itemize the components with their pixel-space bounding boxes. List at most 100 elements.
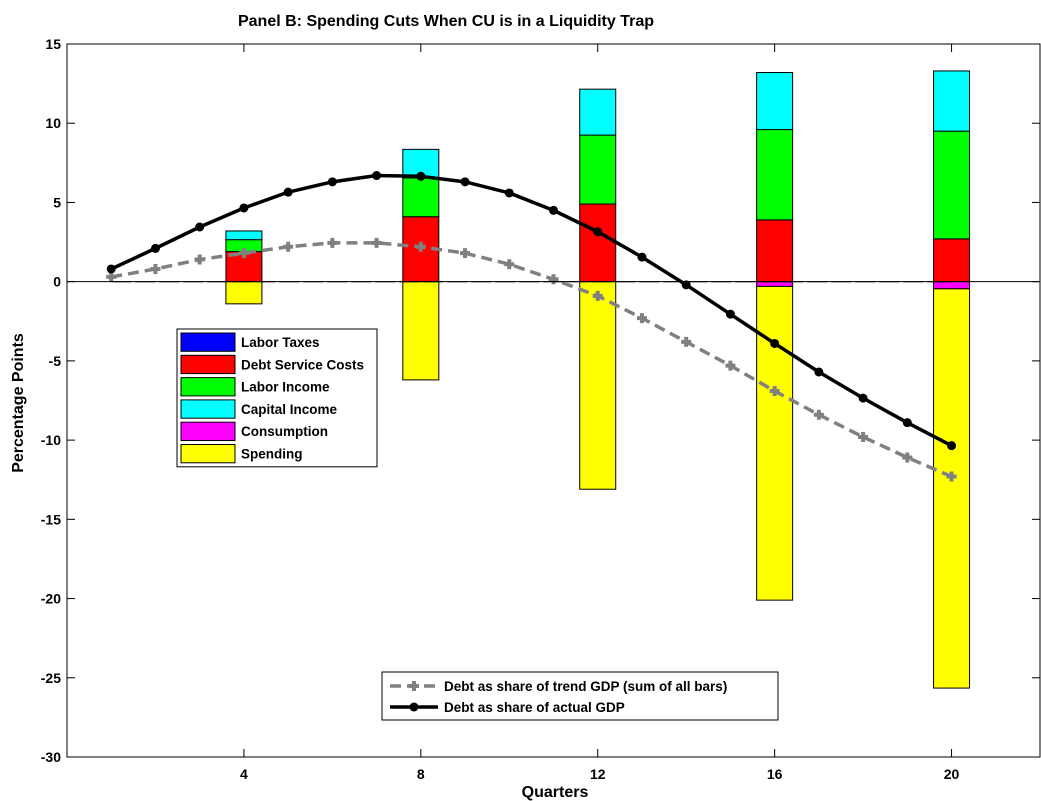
y-tick-label: 5 [53, 194, 61, 210]
legend-swatch-spending [180, 444, 236, 464]
marker-debt-as-share-of-trend-gdp-sum-of-all-bars [813, 409, 824, 420]
legend-label-labor-taxes: Labor Taxes [241, 335, 320, 350]
marker-debt-as-share-of-trend-gdp-sum-of-all-bars [548, 274, 559, 285]
line-debt-as-share-of-trend-gdp-sum-of-all-bars [110, 241, 953, 479]
bar-labor-income-q20 [933, 130, 971, 240]
bar-labor-income-q16 [756, 129, 794, 221]
legend-text-debt-as-share-of-trend-gdp-sum-of-all-bars: Debt as share of trend GDP (sum of all b… [444, 679, 727, 694]
bar-spending-q8 [402, 281, 440, 381]
marker-debt-as-share-of-trend-gdp-sum-of-all-bars [283, 241, 294, 252]
line-debt-as-share-of-actual-gdp [110, 173, 953, 448]
marker-debt-as-share-of-trend-gdp-sum-of-all-bars [415, 241, 426, 252]
marker-debt-as-share-of-actual-gdp [902, 418, 912, 428]
marker-debt-as-share-of-trend-gdp-sum-of-all-bars [902, 452, 913, 463]
y-tick-label: -15 [41, 511, 61, 527]
legend-swatch-debt-service-costs [180, 354, 236, 375]
y-tick-label: -25 [41, 670, 61, 686]
y-axis-label: Percentage Points [10, 333, 27, 473]
legend-bars: Labor Taxes Debt Service Costs Labor Incom… [176, 328, 378, 468]
x-tick-label: 12 [590, 766, 606, 782]
marker-debt-as-share-of-actual-gdp [106, 264, 116, 274]
x-tick-label: 16 [767, 766, 783, 782]
bar-consumption-q16 [756, 281, 794, 287]
marker-debt-as-share-of-actual-gdp [504, 188, 514, 198]
axes-layer: -30 -25 -20 -15 -10 -5 0 5 10 15 4 8 12 16 20 [41, 36, 1041, 782]
marker-debt-as-share-of-actual-gdp [416, 171, 426, 181]
bar-spending-q4 [225, 281, 263, 305]
y-tick-label: -10 [41, 432, 61, 448]
x-tick-label: 4 [240, 766, 248, 782]
y-tick-label: 15 [45, 36, 61, 52]
marker-debt-as-share-of-actual-gdp [549, 205, 558, 215]
marker-debt-as-share-of-actual-gdp [460, 177, 470, 187]
x-tick-label: 8 [417, 766, 425, 782]
bar-labor-income-q8 [402, 177, 440, 218]
bar-debt-service-costs-q20 [933, 238, 971, 283]
marker-debt-as-share-of-actual-gdp [637, 252, 647, 262]
lines-layer [106, 171, 957, 482]
legend-text-debt-as-share-of-actual-gdp: Debt as share of actual GDP [444, 700, 625, 715]
marker-debt-as-share-of-actual-gdp [681, 280, 691, 290]
bar-debt-service-costs-q16 [756, 219, 794, 283]
marker-debt-as-share-of-trend-gdp-sum-of-all-bars [769, 385, 780, 396]
marker-debt-as-share-of-trend-gdp-sum-of-all-bars [725, 360, 736, 371]
marker-debt-as-share-of-actual-gdp [327, 177, 337, 187]
bars-layer [225, 70, 971, 689]
marker-debt-as-share-of-trend-gdp-sum-of-all-bars [194, 254, 205, 265]
marker-debt-as-share-of-actual-gdp [283, 187, 293, 197]
marker-debt-as-share-of-trend-gdp-sum-of-all-bars [858, 431, 869, 442]
chart-title: Panel B: Spending Cuts When CU is in a L… [238, 13, 654, 30]
marker-debt-as-share-of-trend-gdp-sum-of-all-bars [238, 248, 249, 259]
marker-debt-as-share-of-actual-gdp [858, 393, 868, 403]
legend-swatch-labor-income [180, 377, 236, 397]
bar-capital-income-q20 [933, 70, 971, 132]
bar-capital-income-q16 [756, 72, 794, 131]
legend-lines: Debt as share of trend GDP (sum of all b… [381, 671, 779, 721]
marker-debt-as-share-of-actual-gdp [372, 171, 382, 181]
bar-capital-income-q4 [225, 230, 263, 241]
marker-debt-as-share-of-actual-gdp [239, 203, 249, 213]
marker-debt-as-share-of-actual-gdp [195, 222, 205, 232]
bar-labor-income-q12 [579, 134, 617, 205]
plot-frame [66, 43, 1041, 758]
marker-debt-as-share-of-trend-gdp-sum-of-all-bars [371, 237, 382, 248]
legend-lines-box [381, 671, 779, 721]
y-tick-label: 0 [53, 274, 61, 290]
legend-marker-debt-as-share-of-trend-gdp-sum-of-all-bars [409, 681, 419, 691]
y-tick-label: -20 [41, 591, 61, 607]
legend-swatch-labor-taxes [180, 332, 236, 352]
legend-label-labor-income: Labor Income [241, 380, 330, 395]
marker-debt-as-share-of-actual-gdp [770, 338, 780, 348]
marker-debt-as-share-of-actual-gdp [150, 243, 160, 253]
marker-debt-as-share-of-actual-gdp [593, 227, 603, 237]
marker-debt-as-share-of-actual-gdp [814, 367, 824, 377]
y-tick-label: -5 [49, 353, 62, 369]
legend-label-capital-income: Capital Income [241, 402, 338, 417]
marker-debt-as-share-of-trend-gdp-sum-of-all-bars [504, 259, 515, 270]
bar-consumption-q20 [933, 281, 971, 290]
legend-label-debt-service-costs: Debt Service Costs [241, 357, 364, 372]
marker-debt-as-share-of-trend-gdp-sum-of-all-bars [150, 263, 161, 274]
marker-debt-as-share-of-actual-gdp [947, 441, 957, 451]
legend-swatch-consumption [180, 421, 236, 442]
bar-spending-q16 [756, 285, 794, 601]
legend-label-spending: Spending [241, 447, 303, 462]
bar-capital-income-q12 [579, 88, 617, 136]
y-tick-label: 10 [45, 115, 61, 131]
bar-spending-q12 [579, 281, 617, 490]
marker-debt-as-share-of-trend-gdp-sum-of-all-bars [946, 471, 957, 482]
marker-debt-as-share-of-trend-gdp-sum-of-all-bars [106, 271, 117, 282]
x-tick-label: 20 [944, 766, 960, 782]
marker-debt-as-share-of-trend-gdp-sum-of-all-bars [636, 313, 647, 324]
y-tick-label: -30 [41, 749, 61, 765]
marker-debt-as-share-of-trend-gdp-sum-of-all-bars [592, 290, 603, 301]
marker-debt-as-share-of-trend-gdp-sum-of-all-bars [327, 237, 338, 248]
legend-label-consumption: Consumption [241, 424, 328, 439]
bar-debt-service-costs-q12 [579, 203, 617, 283]
legend-marker-debt-as-share-of-actual-gdp [409, 702, 419, 712]
legend-bars-box [176, 328, 378, 468]
marker-debt-as-share-of-trend-gdp-sum-of-all-bars [681, 336, 692, 347]
legend-swatch-capital-income [180, 399, 236, 419]
marker-debt-as-share-of-trend-gdp-sum-of-all-bars [460, 248, 471, 259]
